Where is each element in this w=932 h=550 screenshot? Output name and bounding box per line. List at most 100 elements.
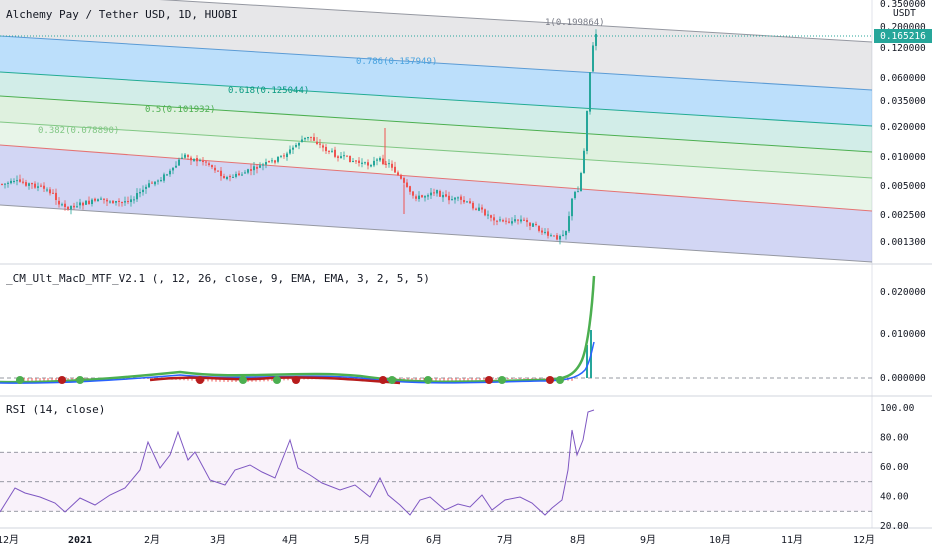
candle-body <box>547 231 549 236</box>
time-tick-label: 5月 <box>354 534 370 546</box>
price-tick-label: 0.035000 <box>880 96 926 107</box>
price-tick-label: 0.002500 <box>880 210 926 221</box>
candle-body <box>385 163 387 165</box>
candle-body <box>313 137 315 141</box>
candle-body <box>595 33 597 46</box>
candle-body <box>187 155 189 157</box>
macd-title[interactable]: _CM_Ult_MacD_MTF_V2.1 (, 12, 26, close, … <box>6 272 430 285</box>
rsi-tick-label: 100.00 <box>880 403 915 414</box>
signal-line <box>0 341 595 384</box>
candle-body <box>520 219 522 222</box>
fib-zone <box>0 122 872 211</box>
time-tick-label: 6月 <box>426 534 442 546</box>
candle-body <box>484 209 486 216</box>
candle-body <box>409 186 411 192</box>
rsi-line <box>0 409 595 516</box>
candle-body <box>508 221 510 223</box>
candle-body <box>331 150 333 152</box>
candle-body <box>88 200 90 205</box>
fib-zone <box>0 0 872 90</box>
candle-body <box>259 165 261 168</box>
fib-label: 0.786(0.157949) <box>356 57 437 67</box>
candle-body <box>223 176 225 179</box>
candle-body <box>463 199 465 203</box>
candle-body <box>256 166 258 169</box>
candle-body <box>316 141 318 144</box>
rsi-title[interactable]: RSI (14, close) <box>6 403 106 416</box>
candle-body <box>499 219 501 221</box>
candle-body <box>178 159 180 166</box>
candle-body <box>433 192 435 194</box>
fib-zone <box>0 145 872 262</box>
macd-tick-label: 0.020000 <box>880 287 926 298</box>
candle-body <box>220 170 222 177</box>
candle-body <box>367 162 369 166</box>
candle-body <box>226 176 228 179</box>
candle-body <box>583 150 585 173</box>
candle-body <box>73 205 75 208</box>
candle-body <box>229 176 231 178</box>
candle-body <box>394 166 396 173</box>
candle-body <box>358 160 360 163</box>
candle-body <box>250 169 252 171</box>
candle-body <box>562 234 564 236</box>
candle-body <box>10 180 12 184</box>
candle-body <box>466 201 468 203</box>
macd-cross-dot <box>498 376 506 384</box>
candle-body <box>589 72 591 112</box>
candle-body <box>112 200 114 204</box>
candle-body <box>550 235 552 237</box>
candle-body <box>76 206 78 208</box>
candle-body <box>139 192 141 194</box>
candle-body <box>70 205 72 210</box>
candle-body <box>40 185 42 187</box>
candle-body <box>514 219 516 222</box>
candle-body <box>445 194 447 197</box>
candle-body <box>553 235 555 237</box>
candle-body <box>571 198 573 217</box>
candle-body <box>406 182 408 188</box>
candle-body <box>418 195 420 200</box>
candle-body <box>532 223 534 227</box>
rsi-tick-label: 40.00 <box>880 492 909 503</box>
candle-body <box>322 145 324 148</box>
candle-body <box>238 173 240 176</box>
candle-body <box>574 191 576 199</box>
macd-cross-dot <box>388 376 396 384</box>
candle-body <box>19 179 21 182</box>
candle-body <box>511 221 513 224</box>
candle-body <box>181 157 183 159</box>
fib-line <box>0 71 873 127</box>
candle-body <box>265 162 267 165</box>
candle-body <box>268 161 270 163</box>
candle-body <box>55 192 57 200</box>
candle-body <box>175 165 177 168</box>
candle-body <box>31 182 33 185</box>
price-tick-label: 0.020000 <box>880 122 926 133</box>
candle-body <box>349 155 351 163</box>
candle-body <box>580 173 582 192</box>
fib-line <box>159 0 873 43</box>
candle-body <box>196 158 198 162</box>
candle-body <box>310 136 312 138</box>
candle-body <box>361 162 363 164</box>
candle-body <box>49 189 51 194</box>
candle-body <box>184 154 186 158</box>
candle-body <box>247 169 249 173</box>
fib-zone <box>0 36 872 126</box>
candle-body <box>25 182 27 186</box>
candle-body <box>493 217 495 221</box>
candle-body <box>373 160 375 166</box>
candle-body <box>202 160 204 162</box>
currency-label: USDT <box>893 8 916 19</box>
symbol-title[interactable]: Alchemy Pay / Tether USD, 1D, HUOBI <box>6 8 238 21</box>
candle-body <box>505 220 507 222</box>
candle-body <box>160 180 162 182</box>
candle-body <box>328 150 330 152</box>
candle-body <box>64 203 66 208</box>
candle-body <box>559 235 561 240</box>
candle-body <box>319 143 321 145</box>
candle-body <box>13 180 15 182</box>
